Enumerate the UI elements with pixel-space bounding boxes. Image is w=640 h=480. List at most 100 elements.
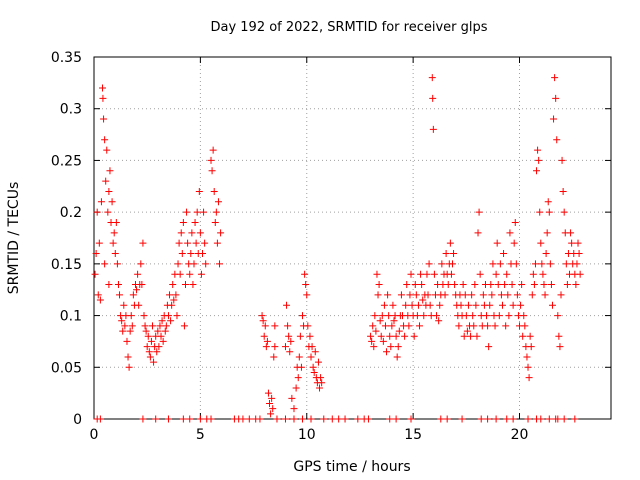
data-point [211, 218, 219, 226]
data-point [162, 322, 170, 330]
data-point [574, 239, 582, 247]
data-point [416, 322, 424, 330]
data-point [560, 415, 568, 423]
data-point [524, 415, 532, 423]
data-point [116, 291, 124, 299]
data-point [385, 312, 393, 320]
data-point [405, 322, 413, 330]
data-point [186, 415, 194, 423]
data-point [174, 260, 182, 268]
data-point [511, 218, 519, 226]
data-point [119, 327, 127, 335]
data-point [127, 312, 135, 320]
data-point [96, 415, 104, 423]
data-point [108, 198, 116, 206]
data-point [461, 291, 469, 299]
data-point [535, 156, 543, 164]
data-point [140, 312, 148, 320]
data-point [380, 301, 388, 309]
data-point [423, 270, 431, 278]
data-point [370, 343, 378, 351]
data-point [495, 312, 503, 320]
data-point [430, 270, 438, 278]
data-point [520, 312, 528, 320]
data-point [477, 415, 485, 423]
y-tick-label: 0.35 [51, 50, 82, 66]
data-point [138, 281, 146, 289]
data-point [157, 332, 165, 340]
data-point [540, 281, 548, 289]
data-point [471, 281, 479, 289]
data-point [164, 415, 172, 423]
data-point [142, 327, 150, 335]
y-tick-label: 0.05 [51, 360, 82, 376]
data-point [428, 74, 436, 82]
data-point [558, 156, 566, 164]
data-point [139, 415, 147, 423]
data-point [103, 146, 111, 154]
data-point [500, 250, 508, 258]
data-point [536, 208, 544, 216]
data-point [543, 229, 551, 237]
data-point [412, 291, 420, 299]
data-point [494, 281, 502, 289]
data-point [259, 317, 267, 325]
data-point [467, 332, 475, 340]
data-point [266, 399, 274, 407]
data-point [112, 218, 120, 226]
data-point [395, 327, 403, 335]
data-point [503, 270, 511, 278]
data-point [518, 281, 526, 289]
data-point [186, 270, 194, 278]
data-point [429, 94, 437, 102]
data-point [448, 260, 456, 268]
data-point [141, 322, 149, 330]
data-point [100, 115, 108, 123]
y-axis-label: SRMTID / TECUs [6, 182, 22, 295]
y-tick-label: 0.2 [60, 205, 82, 221]
data-point [128, 322, 136, 330]
data-point [187, 250, 195, 258]
data-point [314, 358, 322, 366]
data-point [200, 208, 208, 216]
data-point [214, 198, 222, 206]
data-point [260, 332, 268, 340]
data-point [169, 281, 177, 289]
data-point [170, 296, 178, 304]
data-point [524, 363, 532, 371]
data-point [311, 348, 319, 356]
data-point [306, 332, 314, 340]
data-point [496, 260, 504, 268]
gridlines [94, 57, 611, 419]
data-point [567, 229, 575, 237]
data-point [386, 415, 394, 423]
data-point [442, 250, 450, 258]
data-point [435, 317, 443, 325]
data-point [548, 301, 556, 309]
data-point [406, 291, 414, 299]
data-point [196, 415, 204, 423]
data-point [268, 394, 276, 402]
data-point [384, 291, 392, 299]
data-point [408, 301, 416, 309]
data-point [283, 301, 291, 309]
data-point [95, 239, 103, 247]
data-point [167, 317, 175, 325]
data-point [308, 343, 316, 351]
data-point [207, 156, 215, 164]
data-point [264, 389, 272, 397]
data-point [526, 332, 534, 340]
data-point [172, 291, 180, 299]
y-tick-label: 0 [73, 412, 82, 428]
data-point [505, 312, 513, 320]
chart-title: Day 192 of 2022, SRMTID for receiver glp… [210, 20, 487, 35]
data-point [475, 208, 483, 216]
data-point [527, 343, 535, 351]
data-point [488, 291, 496, 299]
data-point [417, 270, 425, 278]
data-point [425, 260, 433, 268]
data-point [541, 291, 549, 299]
data-point [189, 281, 197, 289]
x-tick-label: 10 [298, 427, 316, 443]
